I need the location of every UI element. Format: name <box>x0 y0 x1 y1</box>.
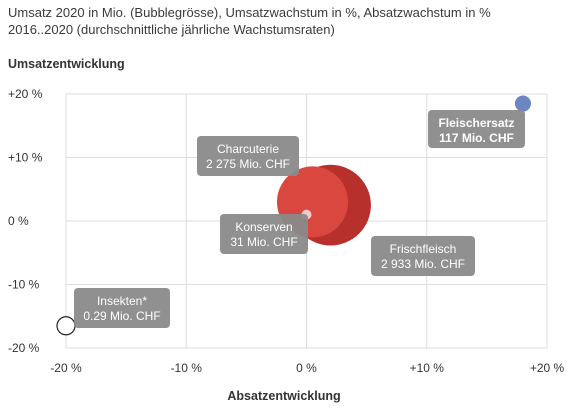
label-box <box>197 136 299 176</box>
label-name: Charcuterie <box>217 142 279 156</box>
x-tick-label: 0 % <box>296 361 317 375</box>
label-value: 2 275 Mio. CHF <box>206 157 290 171</box>
y-axis-label: Umsatzentwicklung <box>8 57 125 71</box>
label-name: Fleischersatz <box>438 116 514 130</box>
x-axis-label: Absatzentwicklung <box>227 389 340 403</box>
label-box <box>220 214 308 254</box>
y-tick-label: +20 % <box>8 87 43 101</box>
label-insekten: Insekten*0.29 Mio. CHF <box>74 288 170 328</box>
label-name: Insekten* <box>97 294 147 308</box>
label-value: 31 Mio. CHF <box>230 235 297 249</box>
y-tick-label: +10 % <box>8 151 43 165</box>
label-box <box>428 110 525 148</box>
label-value: 0.29 Mio. CHF <box>83 309 160 323</box>
subtitle-line-1: Umsatz 2020 in Mio. (Bubblegrösse), Umsa… <box>8 5 491 20</box>
subtitle-line-2: 2016..2020 (durchschnittliche jährliche … <box>8 22 335 37</box>
grid <box>65 93 548 349</box>
x-tick-label: +20 % <box>530 361 565 375</box>
label-box <box>74 288 170 328</box>
bubble-insekten <box>56 316 76 336</box>
x-tick-label: +10 % <box>410 361 445 375</box>
y-tick-label: -10 % <box>8 278 40 292</box>
label-value: 117 Mio. CHF <box>439 131 514 145</box>
label-name: Konserven <box>235 220 292 234</box>
label-value: 2 933 Mio. CHF <box>381 257 465 271</box>
chart-subtitle: Umsatz 2020 in Mio. (Bubblegrösse), Umsa… <box>8 4 568 38</box>
bubble-fleischersatz <box>514 95 532 112</box>
bubbles <box>56 95 532 336</box>
x-tick-label: -20 % <box>50 361 82 375</box>
y-tick-label: 0 % <box>8 214 29 228</box>
x-tick-label: -10 % <box>171 361 203 375</box>
label-box <box>371 236 475 276</box>
y-tick-label: -20 % <box>8 341 40 355</box>
label-name: Frischfleisch <box>390 242 457 256</box>
tick-labels: -20 % -10 % 0 % +10 % +20 % +20 % +10 % 0 % -10 … <box>8 87 565 375</box>
